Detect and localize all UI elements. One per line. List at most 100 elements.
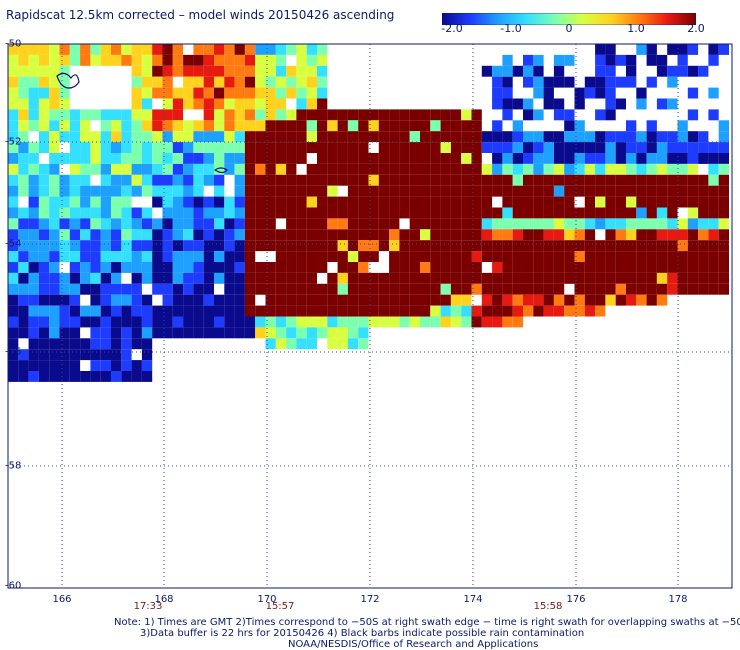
wind-cell (90, 44, 101, 55)
wind-cell (59, 65, 70, 77)
wind-cell (172, 229, 184, 241)
wind-cell (461, 131, 472, 143)
wind-cell (141, 163, 153, 175)
wind-cell (471, 163, 482, 175)
wind-cell (698, 196, 709, 208)
wind-cell (409, 240, 420, 252)
wind-cell (430, 120, 441, 132)
wind-cell (512, 218, 523, 230)
wind-cell (574, 294, 585, 306)
wind-cell (471, 240, 482, 252)
wind-cell (492, 153, 503, 164)
wind-cell (512, 207, 523, 219)
wind-cell (708, 240, 719, 252)
wind-cell (656, 174, 668, 186)
wind-cell (306, 272, 317, 284)
wind-cell (595, 65, 606, 77)
wind-cell (203, 163, 214, 175)
wind-cell (595, 142, 606, 153)
wind-cell (265, 174, 276, 186)
wind-cell (420, 142, 431, 153)
wind-cell (38, 131, 50, 143)
wind-cell (461, 163, 472, 175)
wind-cell (378, 294, 390, 306)
wind-cell (306, 185, 317, 197)
wind-cell (440, 163, 451, 175)
wind-cell (59, 360, 70, 371)
wind-cell (162, 305, 173, 317)
wind-cell (317, 283, 328, 295)
wind-cell (131, 153, 142, 164)
wind-cell (358, 174, 369, 186)
wind-cell (193, 131, 204, 143)
wind-cell (492, 305, 503, 317)
wind-cell (224, 229, 235, 241)
wind-cell (306, 283, 317, 295)
wind-cell (286, 229, 297, 241)
wind-cell (636, 240, 647, 252)
wind-cell (512, 196, 523, 208)
wind-cell (615, 98, 626, 110)
wind-cell (420, 251, 431, 262)
wind-cell (502, 131, 513, 143)
wind-cell (100, 174, 111, 186)
wind-cell (69, 349, 81, 361)
wind-cell (368, 251, 379, 262)
wind-cell (214, 54, 225, 66)
note-line-3: NOAA/NESDIS/Office of Research and Appli… (288, 639, 539, 650)
wind-cell (430, 305, 441, 317)
wind-cell (203, 218, 214, 230)
wind-cell (656, 153, 668, 164)
wind-cell (255, 207, 266, 219)
wind-cell (8, 229, 19, 241)
wind-cell (502, 109, 513, 121)
wind-cell (100, 349, 111, 361)
wind-cell (420, 109, 431, 121)
wind-cell (626, 54, 637, 66)
wind-cell (193, 240, 204, 252)
wind-cell (553, 294, 565, 306)
wind-cell (492, 272, 503, 284)
wind-cell (461, 316, 472, 328)
wind-cell (59, 185, 70, 197)
wind-cell (595, 174, 606, 186)
wind-cell (523, 262, 534, 273)
wind-cell (90, 371, 101, 382)
wind-cell (8, 360, 19, 371)
wind-cell (162, 120, 173, 132)
wind-cell (183, 316, 194, 328)
wind-cell (152, 229, 163, 241)
wind-cell (234, 109, 245, 121)
wind-cell (172, 163, 184, 175)
wind-cell (131, 120, 142, 132)
wind-cell (244, 240, 256, 252)
wind-cell (327, 251, 338, 262)
wind-cell (8, 76, 19, 88)
wind-cell (595, 207, 606, 219)
wind-cell (481, 185, 493, 197)
wind-cell (481, 229, 493, 241)
wind-cell (214, 87, 225, 99)
wind-cell (523, 240, 534, 252)
wind-cell (492, 131, 503, 143)
wind-cell (378, 185, 390, 197)
wind-cell (523, 131, 534, 143)
wind-cell (193, 327, 204, 339)
wind-cell (512, 316, 523, 328)
wind-cell (296, 142, 307, 153)
wind-cell (28, 349, 39, 361)
wind-cell (615, 272, 626, 284)
wind-cell (584, 87, 596, 99)
wind-cell (306, 229, 317, 241)
wind-cell (317, 185, 328, 197)
wind-cell (502, 207, 513, 219)
wind-cell (605, 240, 616, 252)
wind-cell (121, 294, 132, 306)
wind-cell (317, 251, 328, 262)
wind-cell (131, 185, 142, 197)
wind-cell (296, 76, 307, 88)
wind-cell (172, 316, 184, 328)
wind-cell (399, 294, 410, 306)
wind-cell (183, 327, 194, 339)
wind-cell (347, 196, 359, 208)
